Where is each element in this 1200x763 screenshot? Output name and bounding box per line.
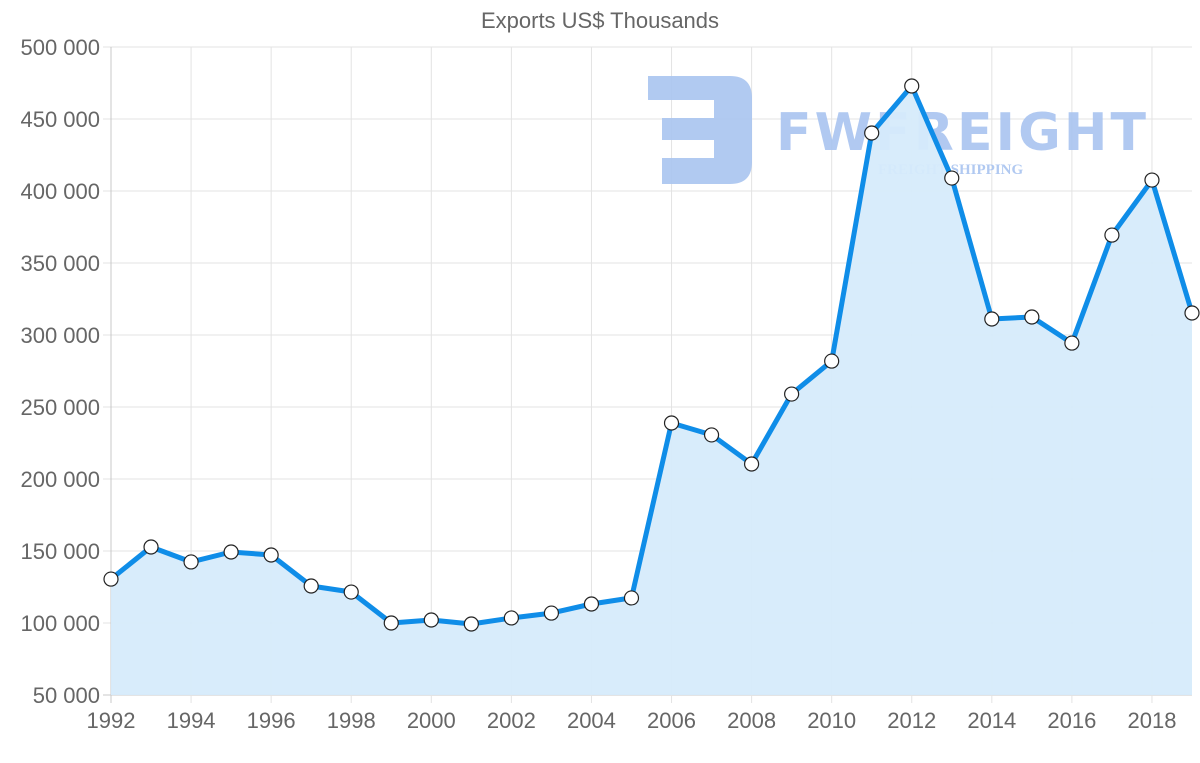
data-point-marker[interactable]: [904, 78, 920, 94]
x-tick-label: 1992: [87, 708, 136, 733]
x-tick-label: 2012: [887, 708, 936, 733]
data-point-marker[interactable]: [944, 170, 960, 186]
x-tick-label: 1994: [167, 708, 216, 733]
data-point-marker[interactable]: [1184, 305, 1200, 321]
y-axis: 50 000 100 000 150 000 200 000 250 000 300 00…: [20, 35, 100, 708]
x-tick-label: 2018: [1127, 708, 1176, 733]
data-point-marker[interactable]: [383, 615, 399, 631]
data-point-marker[interactable]: [1104, 227, 1120, 243]
data-point-marker[interactable]: [824, 353, 840, 369]
series-area-fill: [111, 86, 1192, 695]
watermark-brand: FWFREIGHT: [776, 103, 1147, 163]
data-point-marker[interactable]: [103, 571, 119, 587]
x-tick-label: 2006: [647, 708, 696, 733]
x-tick-label: 2010: [807, 708, 856, 733]
data-point-marker[interactable]: [343, 584, 359, 600]
y-tick-label: 250 000: [20, 395, 100, 420]
data-point-marker[interactable]: [663, 415, 680, 431]
x-tick-label: 2004: [567, 708, 616, 733]
y-tick-label: 200 000: [20, 467, 100, 492]
fwfreight-logo-icon: [648, 76, 752, 184]
x-tick-label: 2000: [407, 708, 456, 733]
data-point-marker[interactable]: [984, 311, 1000, 327]
data-point-marker[interactable]: [303, 578, 319, 594]
data-point-marker[interactable]: [263, 547, 279, 563]
data-point-marker[interactable]: [223, 544, 239, 560]
x-tick-label: 2002: [487, 708, 536, 733]
y-tick-label: 450 000: [20, 107, 100, 132]
data-point-marker[interactable]: [1144, 172, 1160, 188]
data-point-marker[interactable]: [864, 125, 880, 141]
data-point-marker[interactable]: [503, 610, 519, 626]
y-tick-label: 400 000: [20, 179, 100, 204]
data-point-marker[interactable]: [143, 539, 159, 555]
y-tick-label: 350 000: [20, 251, 100, 276]
y-tick-label: 100 000: [20, 611, 100, 636]
data-point-marker[interactable]: [183, 554, 199, 570]
y-tick-label: 300 000: [20, 323, 100, 348]
data-point-marker[interactable]: [423, 612, 439, 628]
data-point-marker[interactable]: [583, 596, 600, 612]
chart-title: Exports US$ Thousands: [480, 8, 720, 33]
watermark-logo: FWFREIGHTFREIGHT SHIPPING: [648, 76, 1147, 184]
x-tick-label: 2016: [1047, 708, 1096, 733]
x-tick-label: 2014: [967, 708, 1016, 733]
x-tick-label: 2008: [727, 708, 776, 733]
y-tick-label: 500 000: [20, 35, 100, 60]
y-tick-label: 50 000: [33, 683, 100, 708]
data-point-marker[interactable]: [703, 427, 720, 443]
data-point-marker[interactable]: [743, 456, 760, 472]
data-point-marker[interactable]: [463, 616, 479, 632]
x-tick-label: 1998: [327, 708, 376, 733]
y-tick-label: 150 000: [20, 539, 100, 564]
x-axis: 1992 1994 1996 1998 2000 2002 2004 2006 2008 2010…: [87, 708, 1177, 733]
data-point-marker[interactable]: [1064, 335, 1080, 351]
data-point-marker[interactable]: [623, 590, 640, 606]
data-point-marker[interactable]: [784, 386, 800, 402]
data-point-marker[interactable]: [543, 605, 560, 621]
x-tick-label: 1996: [247, 708, 296, 733]
series-line: [109, 83, 1195, 627]
data-points: [103, 78, 1200, 632]
data-point-marker[interactable]: [1024, 309, 1040, 325]
